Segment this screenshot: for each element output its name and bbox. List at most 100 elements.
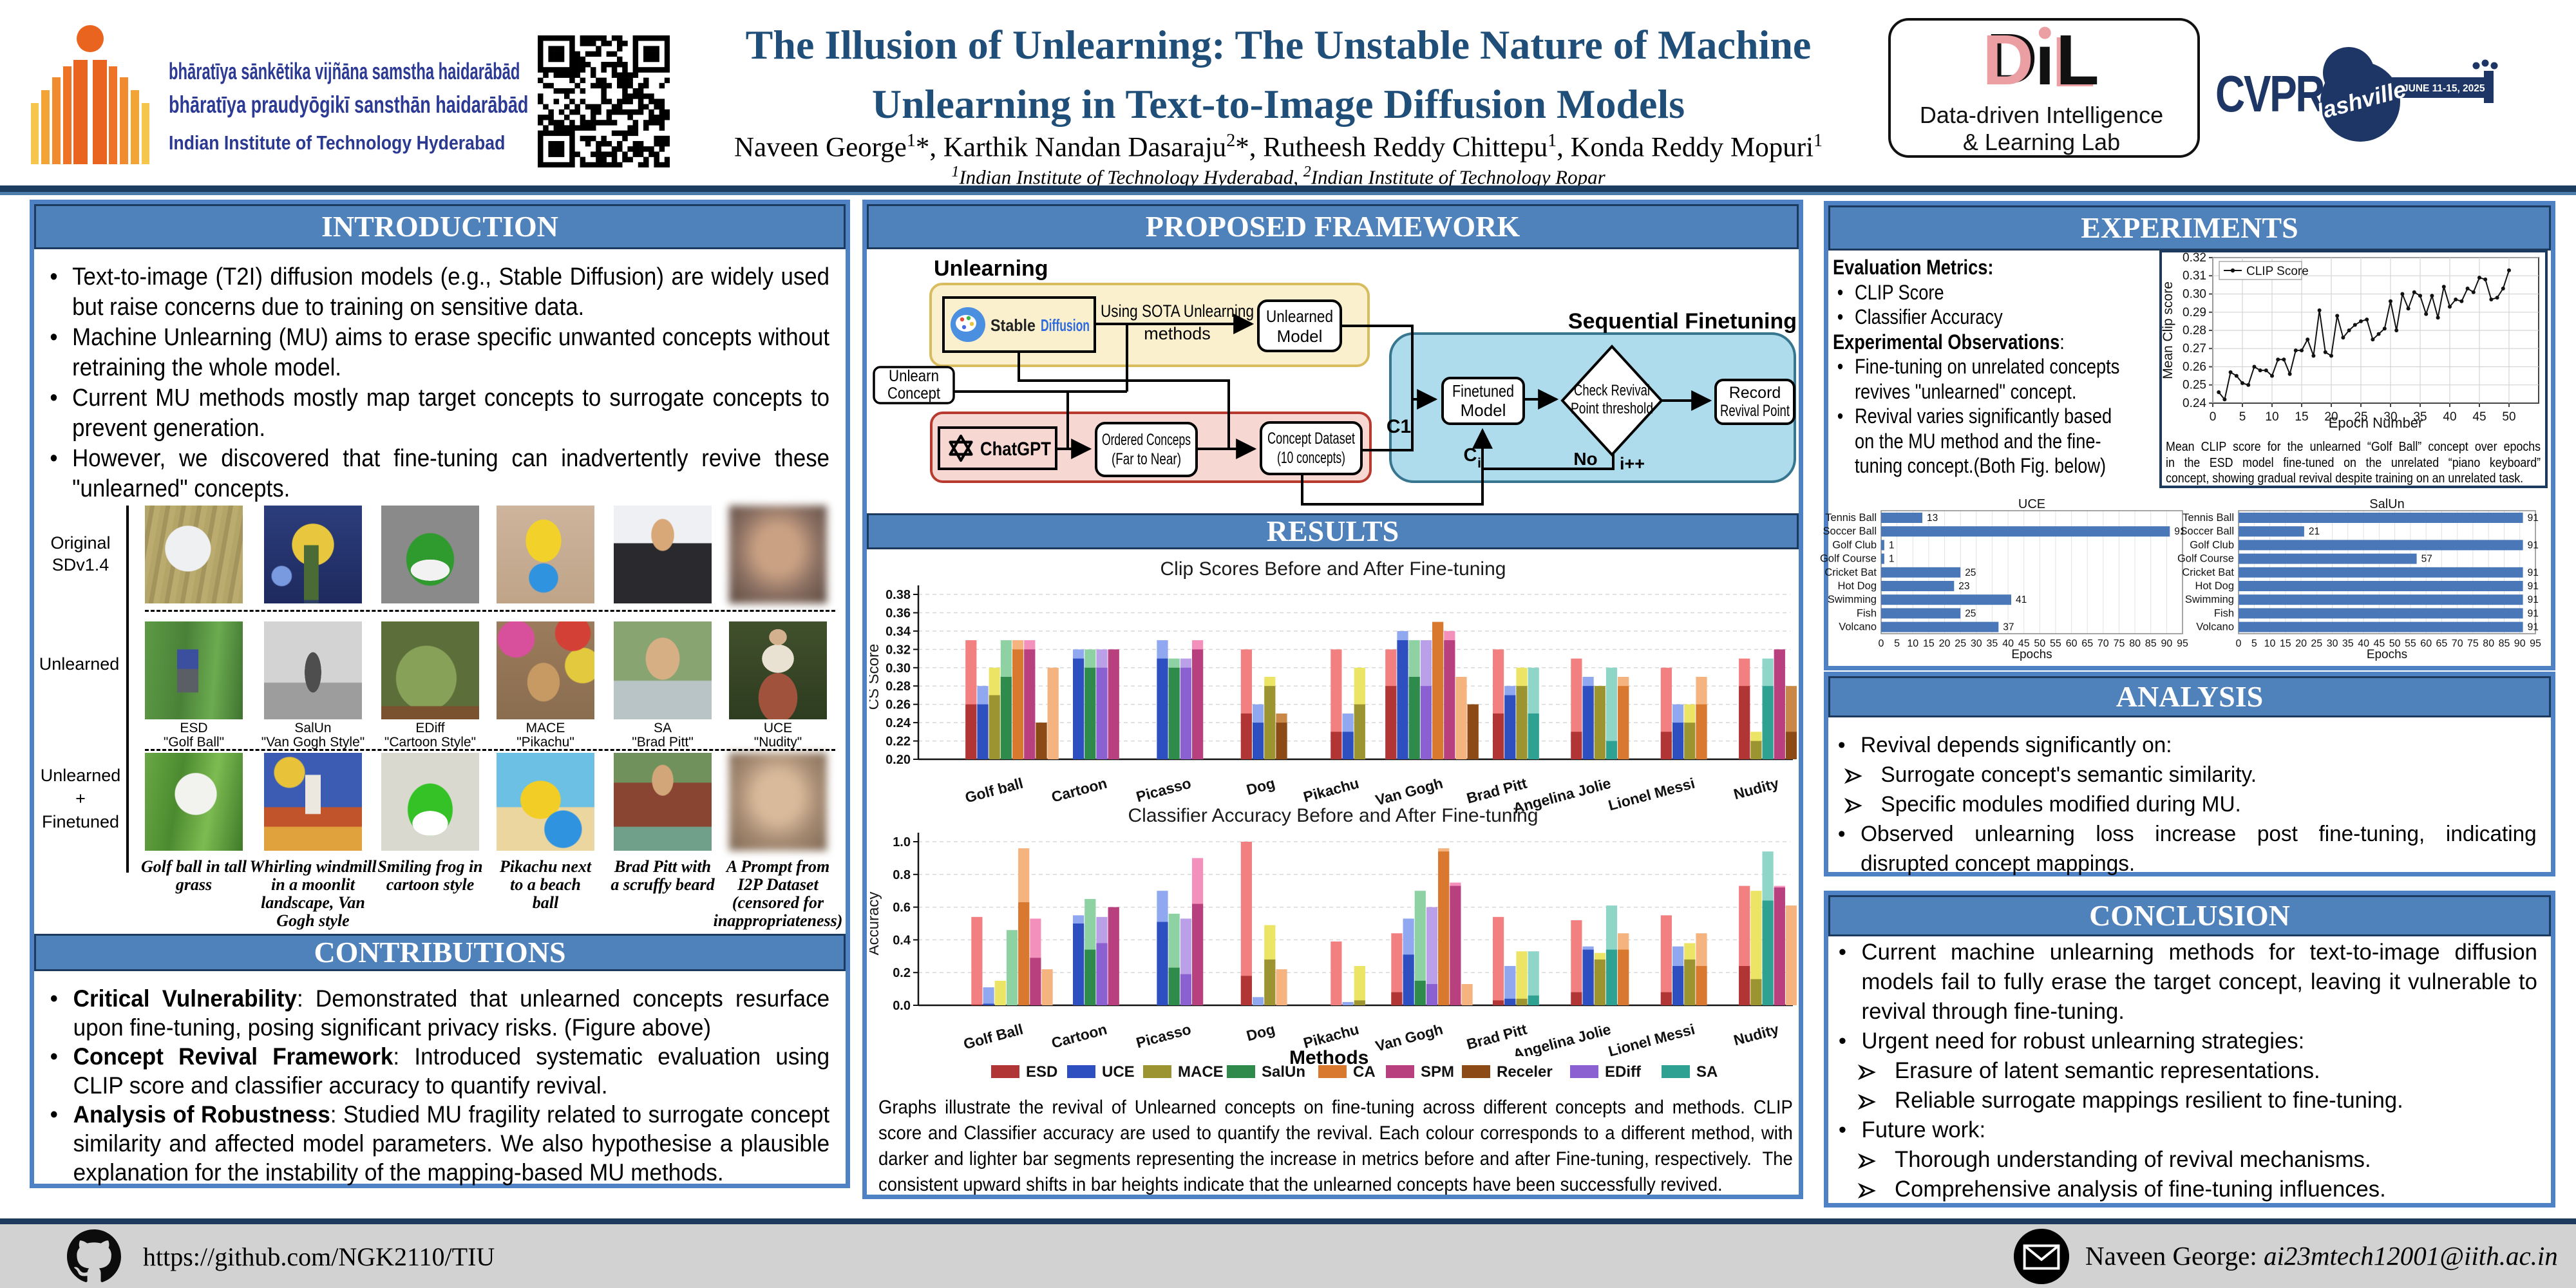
svg-text:Diffusion: Diffusion: [1041, 316, 1090, 335]
svg-text:Accuracy: Accuracy: [869, 892, 882, 956]
svg-text:85: 85: [2145, 638, 2157, 649]
svg-text:5: 5: [2251, 638, 2257, 649]
svg-text:Van Gogh: Van Gogh: [1374, 1021, 1444, 1055]
svg-text:JUNE 11-15, 2025: JUNE 11-15, 2025: [2403, 83, 2485, 94]
svg-text:EDiff: EDiff: [1605, 1063, 1642, 1081]
svg-text:21: 21: [2309, 526, 2320, 537]
svg-text:10: 10: [2265, 410, 2278, 424]
svg-text:Pikachu: Pikachu: [1302, 775, 1361, 806]
svg-text:0: 0: [2236, 638, 2242, 649]
svg-text:5: 5: [2239, 410, 2246, 424]
svg-text:Concept Dataset: Concept Dataset: [1267, 430, 1355, 448]
svg-text:Cricket Bat: Cricket Bat: [1824, 567, 1877, 578]
svg-text:70: 70: [2452, 638, 2463, 649]
svg-text:Cartoon: Cartoon: [1050, 1021, 1109, 1052]
svg-text:Unlearning: Unlearning: [934, 256, 1048, 281]
svg-text:0.38: 0.38: [886, 588, 911, 602]
svg-text:Swimming: Swimming: [2185, 594, 2234, 605]
svg-text:45: 45: [2472, 410, 2486, 424]
svg-text:Tennis Ball: Tennis Ball: [1825, 512, 1877, 524]
svg-text:91: 91: [2528, 540, 2539, 551]
svg-text:Golf Ball: Golf Ball: [961, 1021, 1025, 1053]
svg-text:ESD: ESD: [1026, 1063, 1057, 1081]
svg-text:25: 25: [2354, 410, 2367, 424]
svg-text:37: 37: [2003, 622, 2014, 633]
svg-text:Revival Point: Revival Point: [1720, 402, 1790, 420]
svg-text:Hot Dog: Hot Dog: [2195, 580, 2234, 592]
svg-text:Swimming: Swimming: [1828, 594, 1877, 605]
svg-text:91: 91: [2528, 608, 2539, 619]
svg-text:Mean Clip score: Mean Clip score: [2162, 281, 2175, 379]
svg-text:Finetuned: Finetuned: [1452, 381, 1514, 401]
svg-text:1: 1: [1889, 554, 1895, 565]
svg-text:Clip Scores Before and After F: Clip Scores Before and After Fine-tuning: [1160, 558, 1506, 580]
svg-text:0.30: 0.30: [886, 661, 911, 676]
svg-text:Angelina Jolie: Angelina Jolie: [1511, 1021, 1613, 1056]
svg-text:ChatGPT: ChatGPT: [980, 439, 1051, 460]
svg-text:0.0: 0.0: [893, 999, 911, 1013]
svg-text:0.28: 0.28: [886, 679, 911, 694]
svg-text:CS Score: CS Score: [869, 644, 882, 710]
svg-text:C1: C1: [1387, 416, 1411, 437]
svg-text:C: C: [1464, 445, 1477, 466]
svg-text:Volcano: Volcano: [1839, 621, 1877, 633]
svg-text:Unlearned: Unlearned: [1266, 307, 1333, 326]
svg-text:MACE: MACE: [1178, 1063, 1224, 1081]
svg-text:20: 20: [2324, 410, 2338, 424]
svg-text:0.24: 0.24: [2183, 397, 2206, 410]
svg-text:0.34: 0.34: [886, 625, 911, 639]
svg-text:Receler: Receler: [1497, 1063, 1553, 1081]
svg-text:91: 91: [2528, 594, 2539, 605]
svg-text:Record: Record: [1729, 384, 1781, 402]
svg-text:57: 57: [2421, 554, 2432, 565]
svg-text:Check Revival: Check Revival: [1574, 382, 1650, 399]
svg-text:55: 55: [2405, 638, 2416, 649]
svg-text:65: 65: [2436, 638, 2448, 649]
svg-text:Stable: Stable: [990, 316, 1036, 335]
svg-text:Epochs: Epochs: [2011, 648, 2052, 661]
svg-text:Concept: Concept: [887, 384, 940, 402]
svg-text:SA: SA: [1696, 1063, 1718, 1081]
svg-text:15: 15: [2295, 410, 2308, 424]
svg-text:40: 40: [2443, 410, 2456, 424]
svg-text:0.36: 0.36: [886, 607, 911, 621]
svg-text:0.26: 0.26: [2183, 361, 2206, 374]
svg-text:25: 25: [2311, 638, 2322, 649]
svg-text:50: 50: [2502, 410, 2515, 424]
svg-text:0.27: 0.27: [2183, 342, 2206, 355]
svg-text:1.0: 1.0: [893, 835, 911, 849]
svg-text:0.24: 0.24: [886, 716, 911, 730]
svg-text:Dog: Dog: [1245, 1021, 1277, 1045]
svg-text:Using SOTA Unlearning: Using SOTA Unlearning: [1101, 301, 1254, 321]
svg-text:(Far to Near): (Far to Near): [1112, 450, 1181, 468]
svg-text:Tennis Ball: Tennis Ball: [2183, 512, 2234, 524]
svg-text:Soccer Ball: Soccer Ball: [2181, 526, 2234, 537]
svg-text:UCE: UCE: [1102, 1063, 1135, 1081]
svg-text:Fish: Fish: [2214, 607, 2234, 619]
svg-text:(10 concepts): (10 concepts): [1277, 449, 1345, 467]
svg-text:75: 75: [2467, 638, 2479, 649]
svg-text:methods: methods: [1144, 324, 1211, 343]
svg-text:5: 5: [1894, 638, 1900, 649]
svg-text:Volcano: Volcano: [2196, 621, 2234, 633]
svg-text:45: 45: [2018, 638, 2030, 649]
svg-text:Nudity: Nudity: [1732, 1021, 1781, 1049]
svg-text:75: 75: [2114, 638, 2125, 649]
svg-text:1: 1: [1889, 540, 1895, 551]
svg-text:91: 91: [2528, 581, 2539, 592]
svg-text:65: 65: [2081, 638, 2093, 649]
svg-text:80: 80: [2129, 638, 2141, 649]
svg-text:40: 40: [2002, 638, 2014, 649]
svg-text:SPM: SPM: [1421, 1063, 1454, 1081]
svg-text:0.32: 0.32: [886, 643, 911, 657]
svg-text:0.30: 0.30: [2183, 288, 2206, 301]
svg-text:CLIP Score: CLIP Score: [2246, 265, 2309, 278]
svg-text:35: 35: [2413, 410, 2427, 424]
svg-text:30: 30: [2327, 638, 2338, 649]
svg-text:25: 25: [1955, 638, 1966, 649]
svg-text:Epochs: Epochs: [2367, 648, 2407, 661]
svg-text:Picasso: Picasso: [1134, 1021, 1193, 1052]
svg-text:i: i: [1477, 456, 1481, 471]
svg-text:0.20: 0.20: [886, 753, 911, 767]
svg-text:50: 50: [2034, 638, 2045, 649]
